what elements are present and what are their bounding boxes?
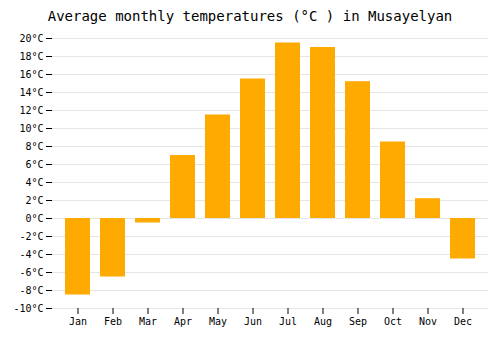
svg-text:8°C: 8°C [25, 141, 43, 152]
svg-text:Nov: Nov [419, 316, 437, 327]
svg-text:-2°C: -2°C [19, 231, 43, 242]
svg-text:Apr: Apr [174, 316, 192, 327]
svg-text:Jul: Jul [279, 316, 297, 327]
svg-text:Feb: Feb [104, 316, 122, 327]
svg-text:0°C: 0°C [25, 213, 43, 224]
svg-text:-6°C: -6°C [19, 267, 43, 278]
svg-text:6°C: 6°C [25, 159, 43, 170]
svg-text:-8°C: -8°C [19, 285, 43, 296]
svg-text:Mar: Mar [139, 316, 157, 327]
svg-text:14°C: 14°C [19, 87, 43, 98]
svg-text:-10°C: -10°C [13, 303, 43, 314]
svg-text:Jan: Jan [69, 316, 87, 327]
svg-text:12°C: 12°C [19, 105, 43, 116]
svg-text:Aug: Aug [314, 316, 332, 327]
svg-text:18°C: 18°C [19, 51, 43, 62]
svg-text:Oct: Oct [384, 316, 402, 327]
svg-text:10°C: 10°C [19, 123, 43, 134]
svg-text:16°C: 16°C [19, 69, 43, 80]
svg-text:Jun: Jun [244, 316, 262, 327]
svg-text:Dec: Dec [454, 316, 472, 327]
svg-text:-4°C: -4°C [19, 249, 43, 260]
svg-text:4°C: 4°C [25, 177, 43, 188]
svg-text:20°C: 20°C [19, 33, 43, 44]
svg-text:May: May [209, 316, 227, 327]
svg-text:Sep: Sep [349, 316, 367, 327]
html-text:Average monthly temperatures (: Average monthly temperatures (°C ) in Mu… [47, 8, 453, 24]
svg-text:2°C: 2°C [25, 195, 43, 206]
